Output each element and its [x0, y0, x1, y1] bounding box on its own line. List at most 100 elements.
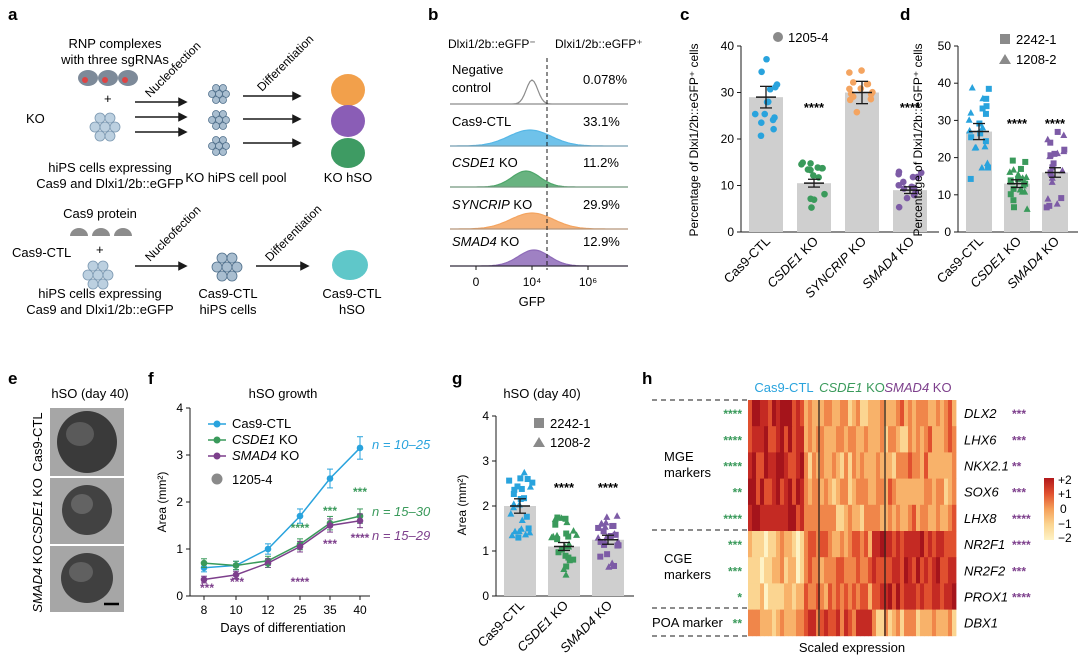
data-point	[899, 178, 907, 186]
f-title: hSO growth	[249, 386, 318, 401]
heatmap-cell	[780, 609, 785, 637]
data-point	[807, 195, 814, 203]
b-row-label-line2: control	[452, 80, 491, 95]
heatmap-cell	[800, 452, 805, 479]
heatmap-cell	[892, 504, 897, 532]
heatmap-cell	[848, 400, 853, 427]
c-y-label: Percentage of Dlxi1/2b::eGFP⁺ cells	[687, 43, 701, 236]
data-point	[808, 204, 815, 211]
heatmap-cell	[912, 478, 917, 506]
heatmap-cell	[928, 452, 933, 479]
heatmap-cell	[832, 583, 837, 610]
data-point	[610, 522, 617, 529]
f-data-point	[264, 559, 272, 567]
b-row-label-suffix: KO	[510, 197, 532, 212]
data-point	[560, 565, 568, 573]
heatmap-cell	[760, 583, 765, 610]
heatmap-cell	[756, 583, 761, 610]
heatmap-cell	[872, 531, 877, 558]
g-title: hSO (day 40)	[503, 386, 580, 401]
b-row-label: Cas9-CTL	[452, 114, 511, 129]
heatmap-cell	[776, 557, 781, 584]
h-gene-label: PROX1	[964, 590, 1008, 605]
d-legend-triangle	[999, 54, 1011, 64]
heatmap-cell	[780, 583, 785, 610]
data-point	[751, 110, 759, 118]
heatmap-cell	[752, 609, 757, 637]
y-tick-label: 1	[482, 544, 489, 558]
data-point	[597, 538, 604, 545]
heatmap-cell	[812, 400, 817, 427]
y-tick-label: 3	[482, 454, 489, 468]
heatmap-cell	[904, 400, 909, 427]
panel-d-letter: d	[900, 5, 910, 24]
heatmap-cell	[788, 426, 793, 453]
heatmap-cell	[840, 504, 845, 532]
f-legend-smad4: SMAD4 KO	[232, 448, 299, 463]
heatmap-cell	[948, 531, 953, 558]
heatmap-cell	[816, 452, 821, 479]
data-point	[1010, 185, 1017, 192]
heatmap-cell	[828, 478, 833, 506]
heatmap-cell	[944, 609, 949, 637]
data-point	[602, 518, 610, 526]
heatmap-cell	[924, 452, 929, 479]
data-point	[529, 479, 536, 486]
heatmap-cell	[868, 426, 873, 453]
data-point	[506, 477, 513, 484]
heatmap-cell	[820, 531, 825, 558]
heatmap-cell	[916, 400, 921, 427]
heatmap-cell	[820, 400, 825, 427]
f-data-point	[326, 475, 334, 482]
heatmap-cell	[948, 609, 953, 637]
heatmap-cell	[784, 478, 789, 506]
h-mge-line2: markers	[664, 465, 711, 480]
h-group-csde1-ko: KO	[862, 380, 884, 395]
nucleofection-arrow-2	[135, 261, 188, 271]
heatmap-cell	[904, 478, 909, 506]
h-gene-label: DLX2	[964, 406, 997, 421]
h-mge-line1: MGE	[664, 449, 694, 464]
b-row-label-suffix: KO	[495, 155, 517, 170]
heatmap-cell	[936, 557, 941, 584]
heatmap-cell	[896, 504, 901, 532]
heatmap-cell	[836, 504, 841, 532]
data-point	[1007, 191, 1014, 198]
heatmap-cell	[940, 452, 945, 479]
data-point	[1014, 170, 1022, 178]
heatmap-cell	[856, 557, 861, 584]
heatmap-cell	[888, 583, 893, 610]
b-row-label-suffix: KO	[497, 234, 519, 249]
data-point	[614, 537, 622, 545]
heatmap-cell	[808, 531, 813, 558]
eGFP-positive-header: Dlxi1/2b::eGFP⁺	[555, 37, 643, 51]
heatmap-cell	[868, 531, 873, 558]
data-point	[604, 551, 611, 558]
h-gene-labels: DLX2 *******LHX6 *******NKX2.1 ******SOX6 **…	[723, 406, 1031, 631]
h-right-sig: ***	[1012, 486, 1026, 500]
heatmap-cell	[768, 609, 773, 637]
b-row-label: SMAD4 KO	[452, 234, 519, 249]
heatmap-cell	[856, 400, 861, 427]
heatmap-cell	[948, 478, 953, 506]
data-point	[1048, 178, 1056, 185]
heatmap-cell	[868, 504, 873, 532]
heatmap-cell	[776, 452, 781, 479]
heatmap-cell	[800, 478, 805, 506]
heatmap-cell	[904, 557, 909, 584]
data-point	[601, 523, 609, 530]
heatmap-cell	[844, 400, 849, 427]
data-point	[518, 485, 525, 492]
panel-b-letter: b	[428, 5, 438, 24]
f-data-point	[326, 522, 334, 529]
heatmap-cell	[776, 583, 781, 610]
heatmap-cell	[860, 531, 865, 558]
y-tick-label: 20	[721, 132, 735, 146]
data-point	[605, 563, 613, 570]
data-point	[570, 556, 577, 563]
heatmap-cell	[788, 583, 793, 610]
heatmap-cell	[824, 504, 829, 532]
heatmap-cell	[812, 478, 817, 506]
